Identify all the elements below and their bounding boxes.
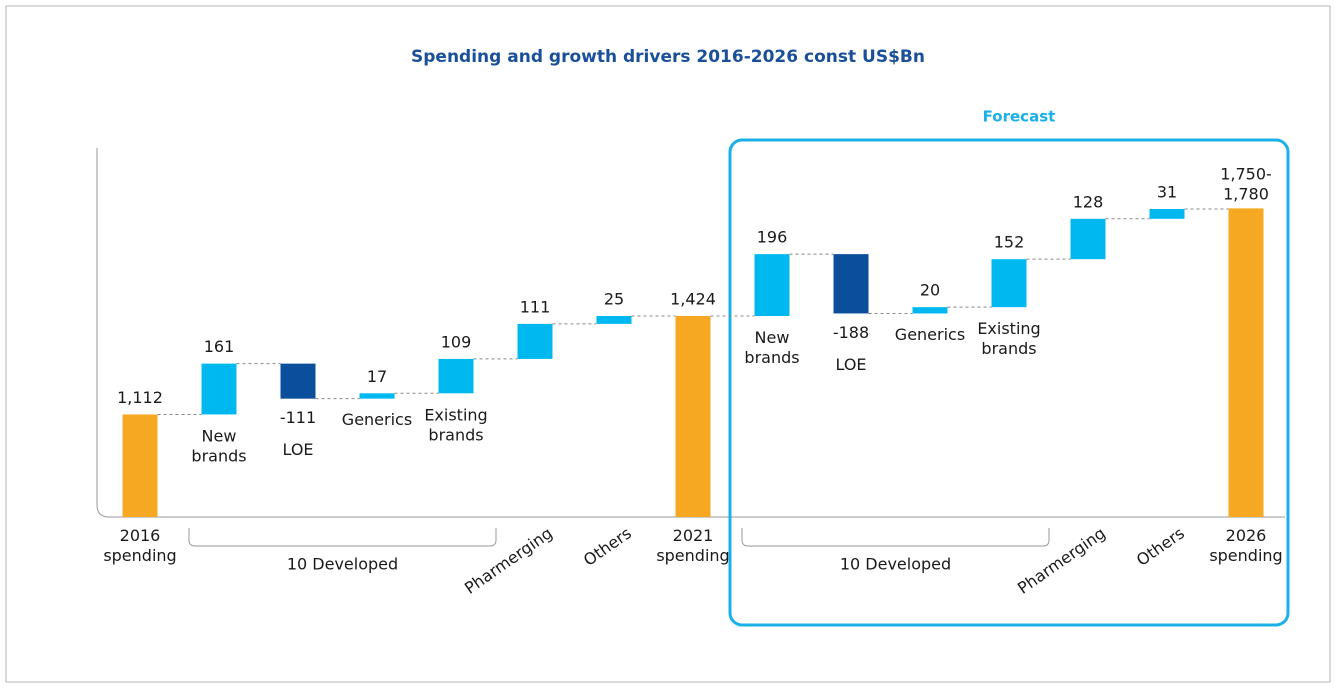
bar	[1070, 218, 1106, 260]
value-label: 1,112	[117, 388, 163, 407]
group-bracket	[741, 528, 1050, 547]
group-bracket	[188, 528, 497, 547]
bar	[122, 414, 158, 517]
value-label: 31	[1157, 183, 1177, 202]
value-label: 111	[520, 297, 551, 316]
value-label: 20	[920, 281, 940, 300]
bar	[754, 254, 790, 316]
x-tick-label: LOE	[282, 440, 313, 459]
value-label: -111	[280, 408, 316, 427]
forecast-box	[728, 138, 1290, 627]
value-label: 196	[757, 228, 788, 247]
group-label: 10 Developed	[287, 555, 398, 574]
x-tick-label: Existing brands	[977, 319, 1040, 358]
x-tick-label: Pharmerging	[1014, 523, 1109, 597]
forecast-label: Forecast	[983, 108, 1056, 126]
bar	[596, 315, 632, 324]
bar	[675, 315, 711, 517]
x-tick-label: Others	[580, 523, 635, 569]
bar	[833, 254, 869, 314]
bar	[201, 363, 237, 415]
value-label: -188	[833, 323, 869, 342]
x-tick-label: 2021 spending	[656, 526, 729, 565]
x-tick-label: 2026 spending	[1209, 526, 1282, 565]
bar	[280, 363, 316, 399]
x-tick-label: New brands	[191, 426, 246, 465]
x-tick-label: Others	[1133, 523, 1188, 569]
value-label: 1,424	[670, 289, 716, 308]
value-label: 128	[1073, 192, 1104, 211]
bar	[359, 393, 395, 399]
bar	[438, 358, 474, 394]
x-tick-label: Generics	[895, 325, 965, 344]
value-label: 161	[204, 337, 235, 356]
bar	[912, 307, 948, 314]
x-tick-label: Pharmerging	[461, 523, 556, 597]
bar	[517, 323, 553, 359]
value-label: 109	[441, 332, 472, 351]
bar	[991, 259, 1027, 308]
x-tick-label: Existing brands	[424, 405, 487, 444]
chart-title: Spending and growth drivers 2016-2026 co…	[411, 47, 925, 67]
group-label: 10 Developed	[840, 555, 951, 574]
value-label: 17	[367, 367, 387, 386]
bar	[1228, 208, 1264, 517]
x-tick-label: Generics	[342, 410, 412, 429]
x-tick-label: 2016 spending	[103, 526, 176, 565]
value-label: 152	[994, 233, 1025, 252]
x-tick-label: LOE	[835, 355, 866, 374]
frame	[5, 5, 1331, 683]
value-label: 1,750-1,780	[1220, 164, 1272, 203]
axis	[96, 148, 1285, 518]
x-tick-label: New brands	[744, 327, 799, 366]
bar	[1149, 209, 1185, 219]
value-label: 25	[604, 289, 624, 308]
